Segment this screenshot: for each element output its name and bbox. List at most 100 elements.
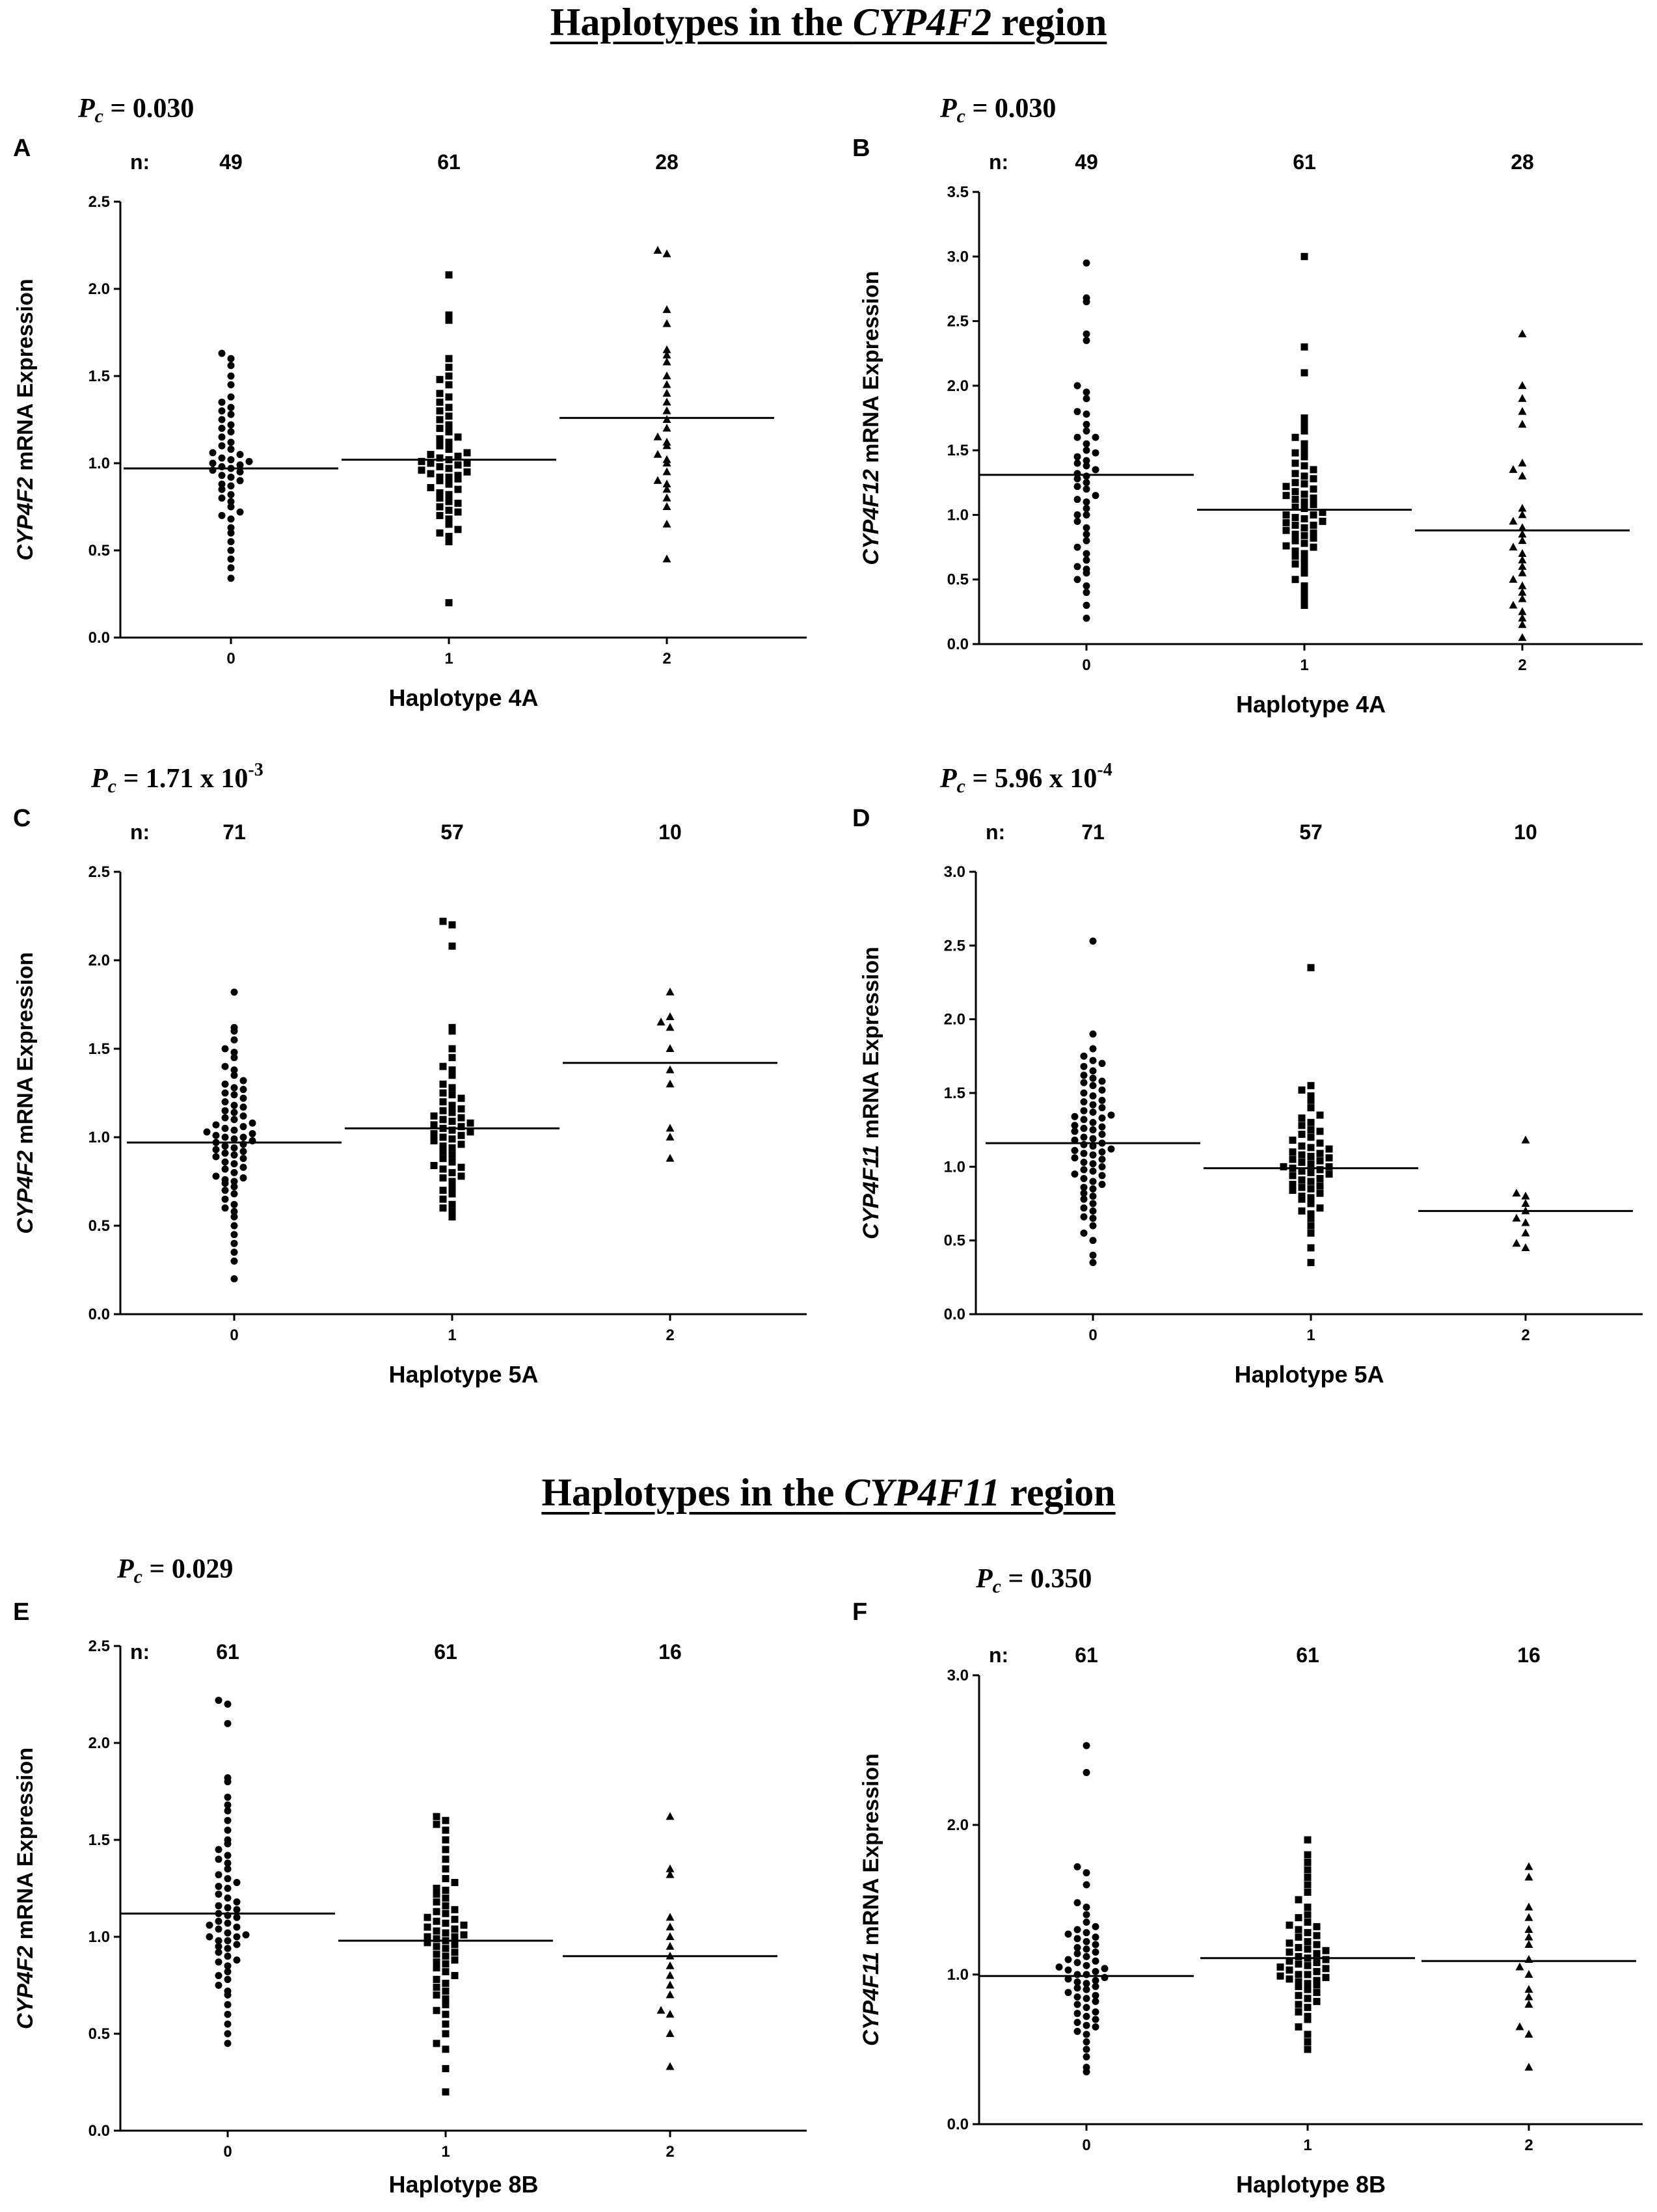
data-point — [1300, 589, 1308, 597]
data-point — [430, 1112, 438, 1120]
data-point — [1080, 1189, 1088, 1197]
x-tick-label: 0 — [230, 1327, 238, 1344]
data-point — [218, 349, 226, 357]
data-point — [1291, 560, 1299, 568]
data-point — [249, 1130, 256, 1138]
data-point — [445, 506, 453, 514]
y-axis-label: CYP4F11 mRNA Expression — [859, 947, 883, 1239]
data-point — [439, 1098, 447, 1106]
data-point — [1518, 420, 1527, 428]
y-axis-label: CYP4F12 mRNA Expression — [859, 271, 883, 565]
panel-e: E Pc = 0.029 n: 61 61 16 0.0 0.5 1.0 1.5 2.0 2.5 0 1 2… — [0, 1548, 820, 2212]
data-point — [1080, 1072, 1088, 1079]
panel-letter: F — [852, 1598, 867, 1626]
data-point — [439, 1080, 447, 1088]
data-point — [662, 305, 671, 314]
data-point — [1089, 1167, 1097, 1175]
y-tick-label: 0.0 — [944, 1306, 965, 1323]
data-point — [233, 1933, 241, 1941]
data-point — [1300, 440, 1308, 448]
data-point — [442, 1855, 450, 1863]
data-point — [424, 1939, 431, 1947]
data-point — [1300, 532, 1308, 539]
data-point — [1313, 1932, 1321, 1939]
n-count-label: 61 — [1293, 150, 1316, 174]
data-point — [1307, 964, 1315, 971]
data-point — [221, 1114, 229, 1122]
data-point — [1080, 1166, 1088, 1174]
title-gene: CYP4F2 — [852, 1, 992, 44]
x-axis-label: Haplotype 8B — [1236, 2171, 1386, 2198]
data-point — [1313, 1997, 1321, 2005]
x-axis-label: Haplotype 5A — [388, 1361, 538, 1388]
data-point — [424, 1933, 431, 1941]
data-point — [1083, 485, 1090, 493]
data-point — [215, 1871, 222, 1879]
data-point — [1083, 457, 1090, 465]
data-point — [1282, 492, 1290, 500]
data-point — [442, 1894, 450, 1902]
data-point — [230, 1183, 238, 1191]
data-point — [1325, 1154, 1333, 1162]
data-point — [1291, 433, 1299, 441]
data-point — [1089, 1057, 1097, 1064]
y-axis-label: CYP4F11 mRNA Expression — [859, 1753, 883, 2046]
data-point — [1289, 1155, 1297, 1163]
n-count-label: 28 — [655, 150, 679, 174]
data-point — [666, 1023, 675, 1031]
data-point — [439, 1148, 447, 1155]
data-point — [224, 1807, 232, 1814]
y-tick-label: 2.5 — [88, 863, 110, 881]
x-tick-label: 1 — [444, 650, 453, 668]
data-point — [227, 524, 235, 532]
data-point — [1300, 505, 1308, 512]
data-point — [439, 1174, 447, 1182]
data-point — [212, 1131, 220, 1139]
data-point — [1083, 1952, 1090, 1960]
data-point — [454, 472, 462, 479]
data-point — [215, 1949, 222, 1956]
data-point — [439, 1155, 447, 1163]
x-tick-label: 2 — [662, 650, 671, 668]
data-point — [212, 1153, 220, 1161]
data-point — [442, 2088, 450, 2096]
data-point — [236, 508, 244, 516]
data-point — [1080, 1204, 1088, 1212]
data-point — [1286, 1966, 1293, 1974]
data-point — [666, 1153, 675, 1162]
panel-letter: C — [13, 805, 31, 832]
data-point — [451, 1879, 459, 1887]
y-tick-label: 1.0 — [88, 455, 110, 472]
data-point — [433, 1908, 440, 1915]
data-point — [224, 1793, 232, 1801]
data-point — [666, 1980, 675, 1989]
data-point — [1304, 1919, 1312, 1926]
y-tick-label: 2.5 — [88, 193, 110, 211]
data-point — [230, 1168, 238, 1176]
data-point — [1073, 433, 1081, 441]
data-point — [221, 1195, 229, 1203]
data-point — [1300, 472, 1308, 480]
data-point — [1092, 492, 1099, 500]
data-point — [1300, 595, 1308, 602]
data-point — [448, 1045, 456, 1053]
panel-letter: E — [13, 1598, 29, 1626]
data-point — [1518, 459, 1527, 466]
data-point — [230, 1248, 238, 1256]
section-title-cyp4f2: Haplotypes in the CYP4F2 region — [0, 0, 1657, 45]
data-point — [457, 1114, 465, 1122]
data-point — [433, 2006, 440, 2014]
data-point — [451, 1906, 459, 1913]
data-point — [1518, 581, 1527, 589]
n-count-label: 61 — [216, 1640, 239, 1664]
data-point — [1080, 1150, 1088, 1157]
data-point — [1300, 498, 1308, 506]
data-point — [1307, 1152, 1315, 1160]
data-point — [239, 1148, 247, 1155]
data-point — [1089, 1030, 1097, 1038]
data-point — [1313, 1922, 1321, 1930]
data-point — [1307, 1200, 1315, 1207]
data-point — [445, 599, 453, 606]
data-point — [227, 482, 235, 490]
data-point — [1276, 1963, 1284, 1971]
